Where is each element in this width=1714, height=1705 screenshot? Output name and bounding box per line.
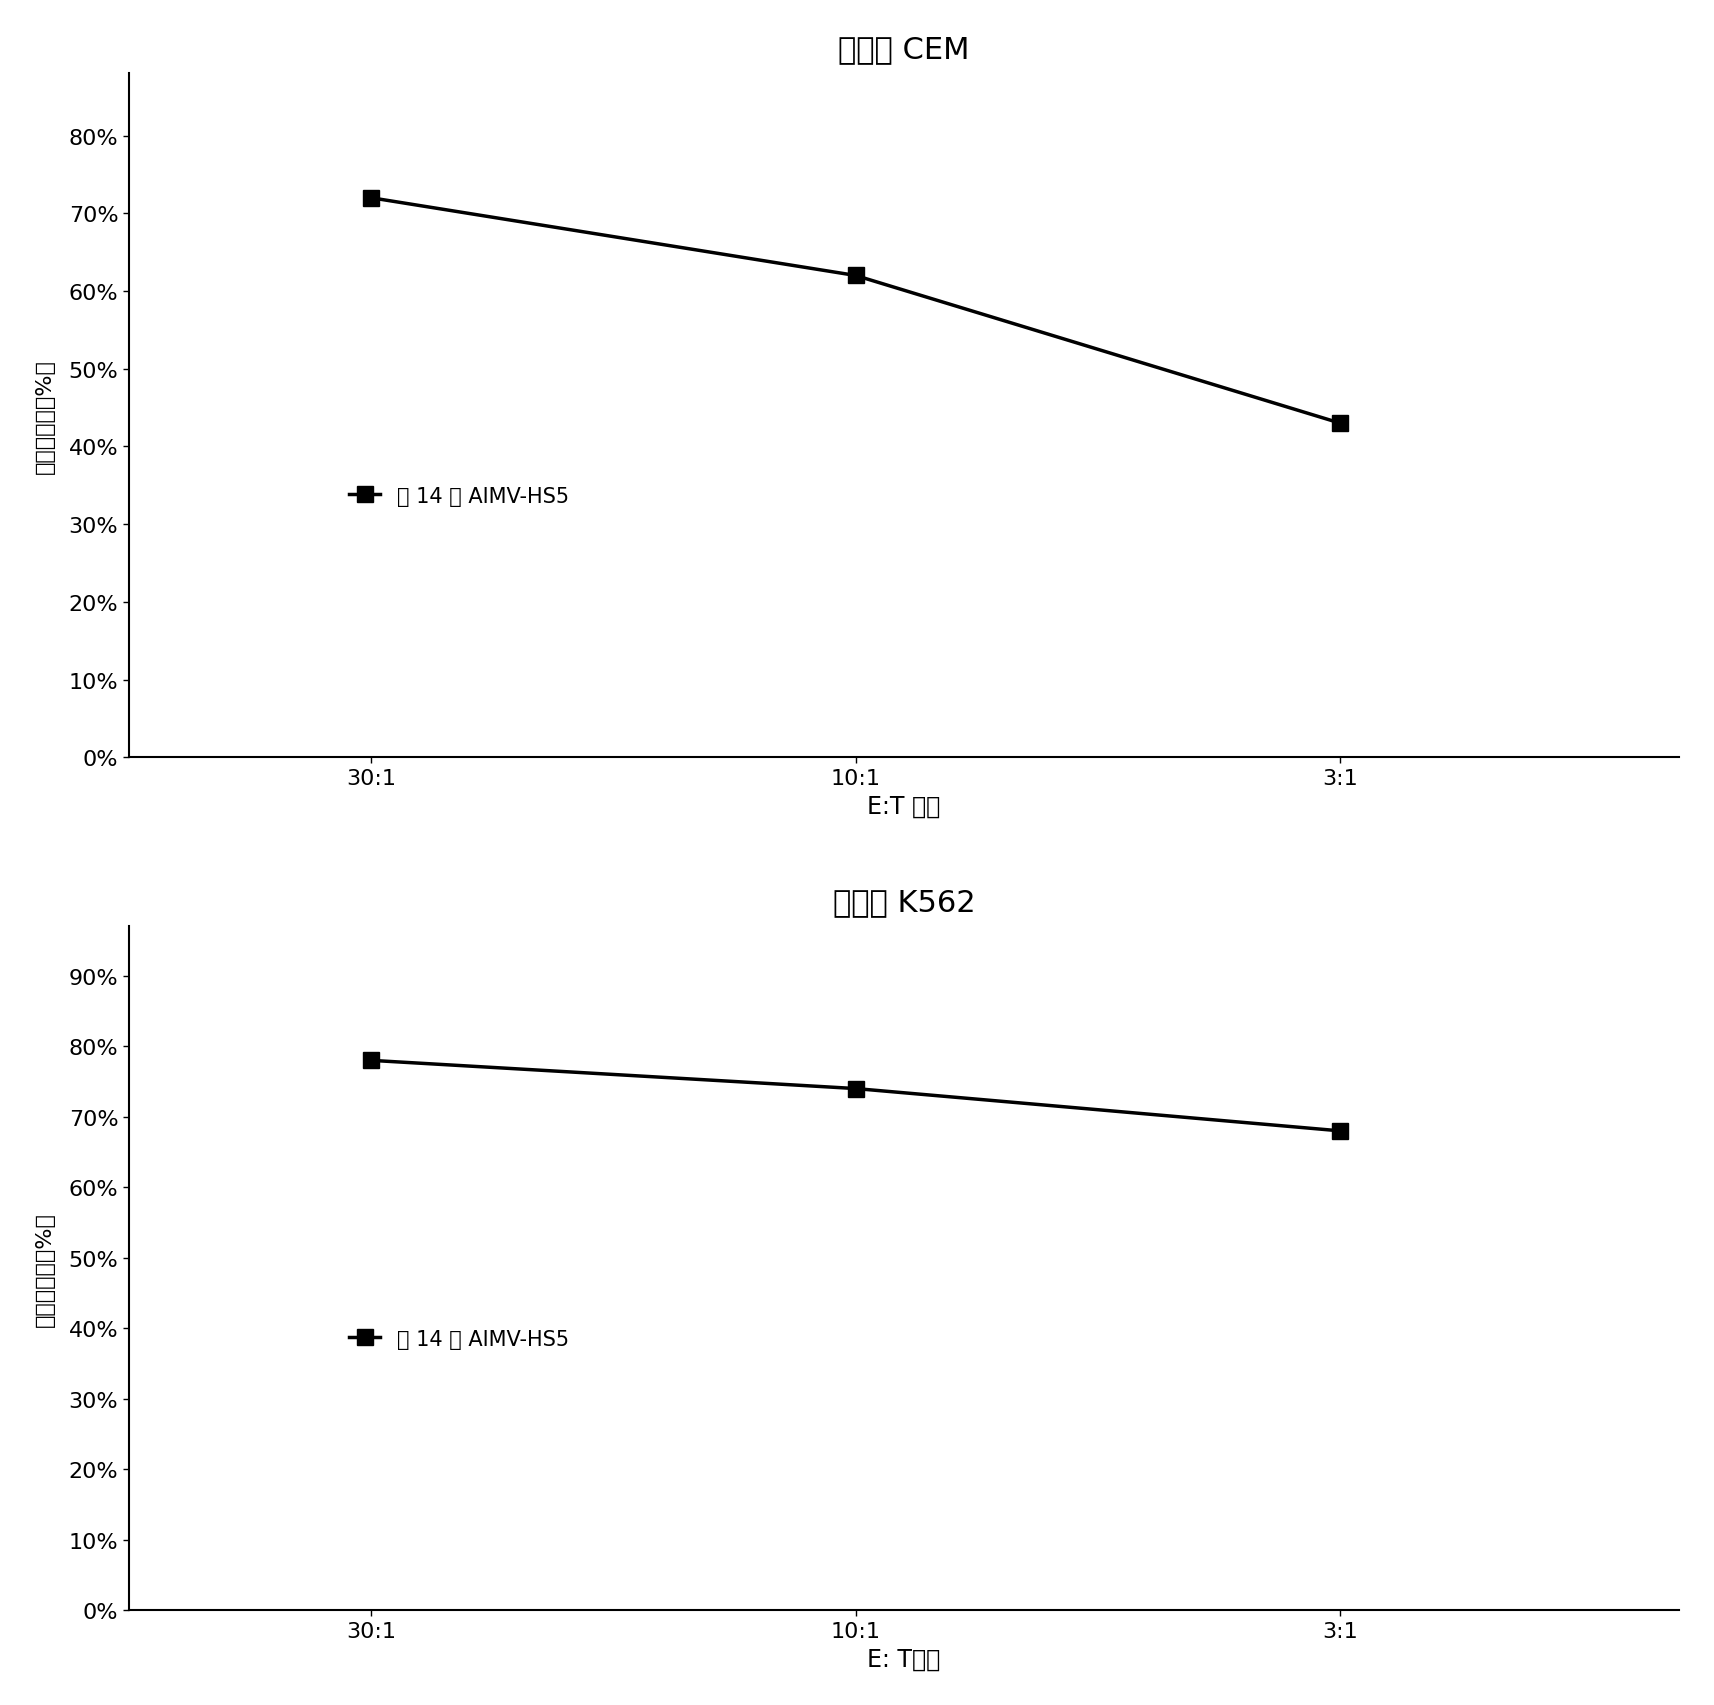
第 14 天 AIMV-HS5 — [845, 266, 866, 286]
Legend: 第 14 天 AIMV-HS5: 第 14 天 AIMV-HS5 — [341, 477, 578, 515]
Y-axis label: 特异性释放（%）: 特异性释放（%） — [34, 358, 55, 474]
Y-axis label: 特异性释放（%）: 特异性释放（%） — [34, 1211, 55, 1326]
Title: 靶细胞 K562: 靶细胞 K562 — [833, 887, 975, 916]
第 14 天 AIMV-HS5 — [360, 188, 381, 208]
第 14 天 AIMV-HS5 — [360, 1050, 381, 1071]
X-axis label: E: T比率: E: T比率 — [867, 1647, 941, 1671]
第 14 天 AIMV-HS5 — [1330, 414, 1351, 435]
Legend: 第 14 天 AIMV-HS5: 第 14 天 AIMV-HS5 — [341, 1320, 578, 1357]
Line: 第 14 天 AIMV-HS5: 第 14 天 AIMV-HS5 — [363, 1054, 1347, 1139]
X-axis label: E:T 比率: E:T 比率 — [867, 795, 941, 818]
第 14 天 AIMV-HS5 — [1330, 1120, 1351, 1141]
第 14 天 AIMV-HS5 — [845, 1079, 866, 1100]
Line: 第 14 天 AIMV-HS5: 第 14 天 AIMV-HS5 — [363, 191, 1347, 431]
Title: 靶细胞 CEM: 靶细胞 CEM — [838, 34, 970, 63]
